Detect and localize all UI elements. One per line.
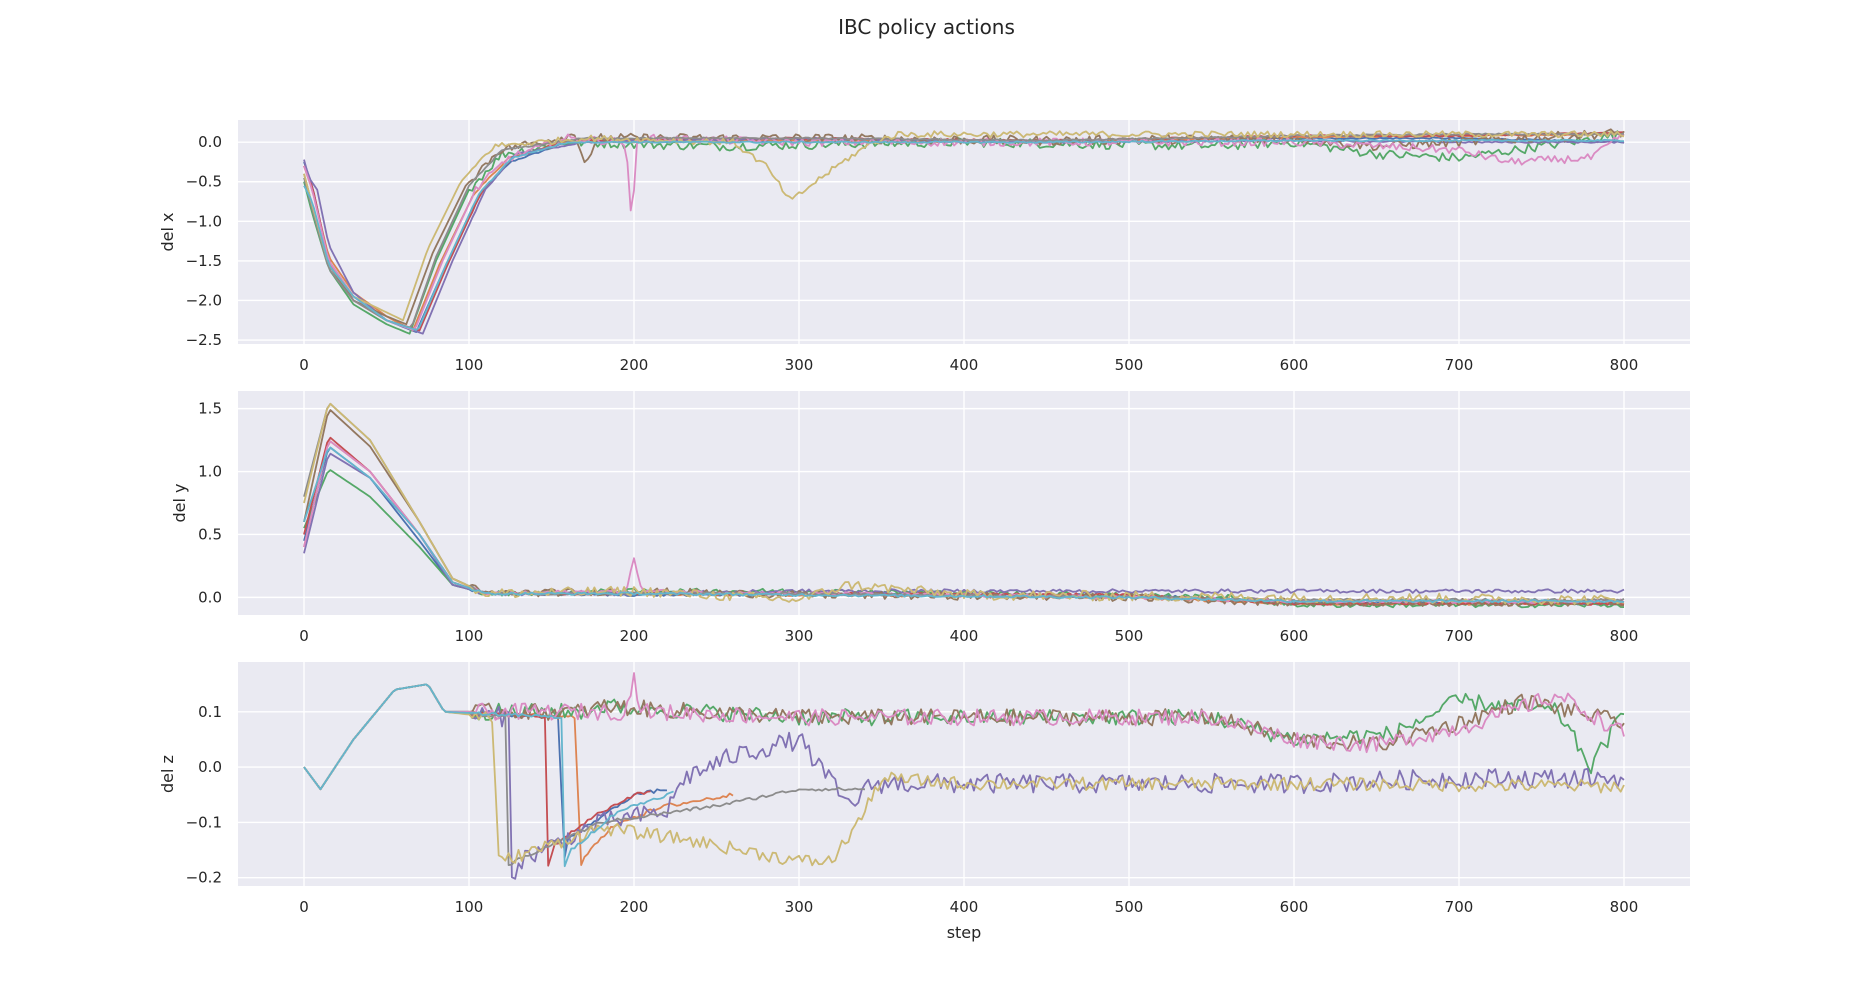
y-tick-label: 0.0 xyxy=(198,588,222,606)
x-tick-label: 800 xyxy=(1610,627,1639,645)
series-line-6 xyxy=(303,128,1625,326)
y-tick-label: −2.0 xyxy=(186,291,222,309)
x-tick-label: 100 xyxy=(455,356,484,374)
x-tick-label: 700 xyxy=(1445,356,1474,374)
series-group xyxy=(303,128,1625,335)
x-tick-label: 500 xyxy=(1115,898,1144,916)
y-tick-label: 0.0 xyxy=(198,133,222,151)
x-tick-label: 300 xyxy=(785,627,814,645)
y-tick-label: −1.0 xyxy=(186,212,222,230)
x-tick-label: 400 xyxy=(950,356,979,374)
x-tick-label: 300 xyxy=(785,898,814,916)
y-tick-label: −0.5 xyxy=(186,173,222,191)
y-tick-label: 0.0 xyxy=(198,758,222,776)
subplot-2: 0 100 200 300 400 500 600 700 800 0.0 0.5 1.0 1.5 del… xyxy=(170,391,1690,645)
y-tick-label: −1.5 xyxy=(186,252,222,270)
x-tick-label: 700 xyxy=(1445,627,1474,645)
x-tick-label: 100 xyxy=(455,627,484,645)
series-line-9 xyxy=(303,683,1625,867)
series-line-10 xyxy=(303,446,1625,604)
subplot-1: 0 100 200 300 400 500 600 700 800 0.0 −0.5 −1.0 −1.5… xyxy=(158,120,1690,374)
y-axis-label: del x xyxy=(158,213,177,252)
y-tick-label: −0.2 xyxy=(186,869,222,887)
series-line-10 xyxy=(303,138,1625,331)
y-tick-label: −0.1 xyxy=(186,813,222,831)
subplot-3: 0 100 200 300 400 500 600 700 800 0.1 0.0 −0.1 −0.2 d… xyxy=(158,662,1690,942)
x-tick-label: 600 xyxy=(1280,627,1309,645)
series-group xyxy=(303,672,1625,880)
y-tick-label: 1.0 xyxy=(198,463,222,481)
y-axis-label: del y xyxy=(170,484,189,523)
y-tick-label: −2.5 xyxy=(186,331,222,349)
x-tick-label: 800 xyxy=(1610,356,1639,374)
y-axis-label: del z xyxy=(158,755,177,793)
x-tick-label: 500 xyxy=(1115,356,1144,374)
x-tick-label: 400 xyxy=(950,898,979,916)
x-tick-label: 500 xyxy=(1115,627,1144,645)
series-line-7 xyxy=(303,672,1625,791)
x-tick-label: 300 xyxy=(785,356,814,374)
x-tick-label: 200 xyxy=(620,627,649,645)
x-tick-label: 800 xyxy=(1610,898,1639,916)
x-tick-label: 400 xyxy=(950,627,979,645)
x-tick-label: 100 xyxy=(455,898,484,916)
figure-title: IBC policy actions xyxy=(838,15,1015,39)
x-axis-label: step xyxy=(947,923,982,942)
x-tick-label: 200 xyxy=(620,898,649,916)
series-line-9 xyxy=(303,130,1625,322)
x-tick-label: 700 xyxy=(1445,898,1474,916)
y-tick-label: 1.5 xyxy=(198,400,222,418)
x-tick-label: 0 xyxy=(299,898,309,916)
x-tick-label: 200 xyxy=(620,356,649,374)
series-group xyxy=(303,402,1625,609)
x-tick-label: 600 xyxy=(1280,898,1309,916)
y-tick-label: 0.1 xyxy=(198,703,222,721)
x-tick-label: 0 xyxy=(299,356,309,374)
x-tick-label: 600 xyxy=(1280,356,1309,374)
y-tick-label: 0.5 xyxy=(198,525,222,543)
series-line-10 xyxy=(303,683,674,868)
x-tick-label: 0 xyxy=(299,627,309,645)
